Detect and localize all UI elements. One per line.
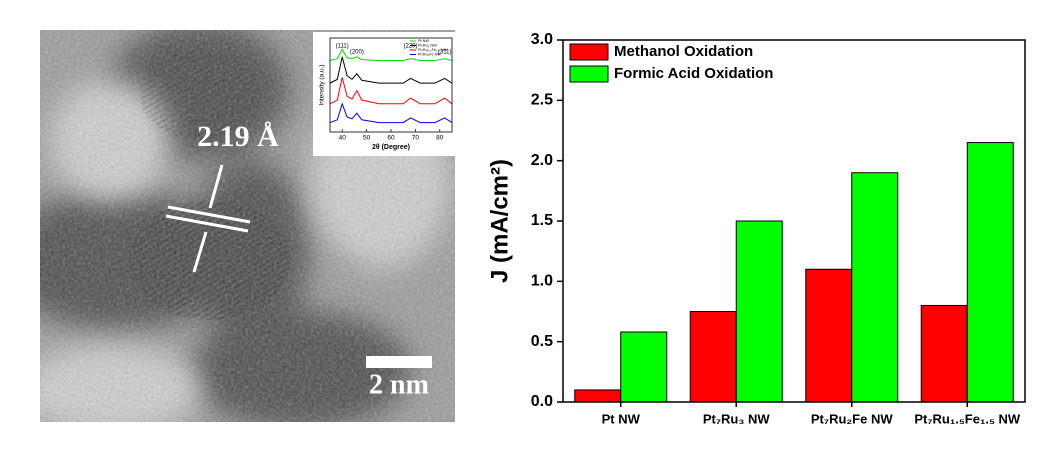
legend-label: Pt NW	[418, 39, 429, 43]
scale-bar	[366, 356, 432, 368]
y-tick-label: 0.5	[531, 333, 553, 350]
xrd-line	[329, 48, 453, 62]
inset-background	[313, 32, 455, 156]
scale-label: 2 nm	[369, 369, 429, 400]
inset-x-label: 2θ (Degree)	[372, 144, 410, 151]
legend-label: Pt₇Ru₁.₅Fe₁.₅ NW	[418, 48, 448, 52]
bar	[966, 142, 1014, 403]
peak-label: (200)	[350, 50, 364, 56]
inset-y-label: Intensity (a.u.)	[319, 64, 326, 105]
lattice-label: 2.19 Å	[197, 120, 279, 153]
x-tick-label: Pt₇Ru₃ NW	[703, 411, 771, 426]
x-tick-label: 60	[387, 135, 395, 142]
bar	[805, 268, 853, 403]
bar	[689, 311, 737, 403]
x-tick-label: 40	[339, 135, 347, 142]
peak-label: (220)	[404, 44, 418, 50]
plot-frame	[562, 39, 1026, 403]
y-tick-label: 0.0	[531, 393, 553, 410]
xrd-line	[329, 56, 453, 84]
x-tick-label: Pt₇Ru₁.₅Fe₁.₅ NW	[914, 411, 1021, 426]
y-tick-label: 2.0	[531, 152, 553, 169]
legend-label: Formic Acid Oxidation	[614, 65, 773, 82]
y-tick-label: 3.0	[531, 31, 553, 48]
legend-label: Methanol Oxidation	[614, 43, 753, 60]
bar	[574, 389, 622, 403]
charts: 0.00.51.01.52.02.53.0Pt NW Pt₇Ru₃ NW Pt₇Ru…	[319, 31, 1026, 426]
y-tick-label: 2.5	[531, 92, 553, 109]
x-tick-label: Pt₇Ru₂Fe NW	[811, 411, 893, 426]
xrd-line	[329, 77, 453, 105]
bar	[735, 220, 783, 403]
bar	[620, 331, 668, 403]
legend-swatch	[569, 43, 609, 61]
inset-frame	[329, 37, 453, 133]
x-tick-label: Pt NW	[602, 411, 641, 426]
x-tick-label: 80	[436, 135, 444, 142]
xrd-line	[329, 102, 453, 124]
legend-label: Pt₇Ru₃ NW	[418, 44, 437, 48]
bar	[920, 304, 968, 403]
lattice-marker	[165, 164, 251, 273]
peak-label: (311)	[438, 50, 452, 56]
legend-swatch	[569, 65, 609, 83]
x-tick-label: 50	[363, 135, 371, 142]
peak-label: (111)	[336, 44, 349, 50]
legend-label: Pt₇Ru₂Fe NW	[418, 53, 441, 57]
y-tick-label: 1.0	[531, 273, 553, 290]
y-axis-label: J (mA/cm²)	[486, 159, 513, 283]
y-tick-label: 1.5	[531, 212, 553, 229]
x-tick-label: 70	[412, 135, 420, 142]
bar	[851, 172, 899, 403]
